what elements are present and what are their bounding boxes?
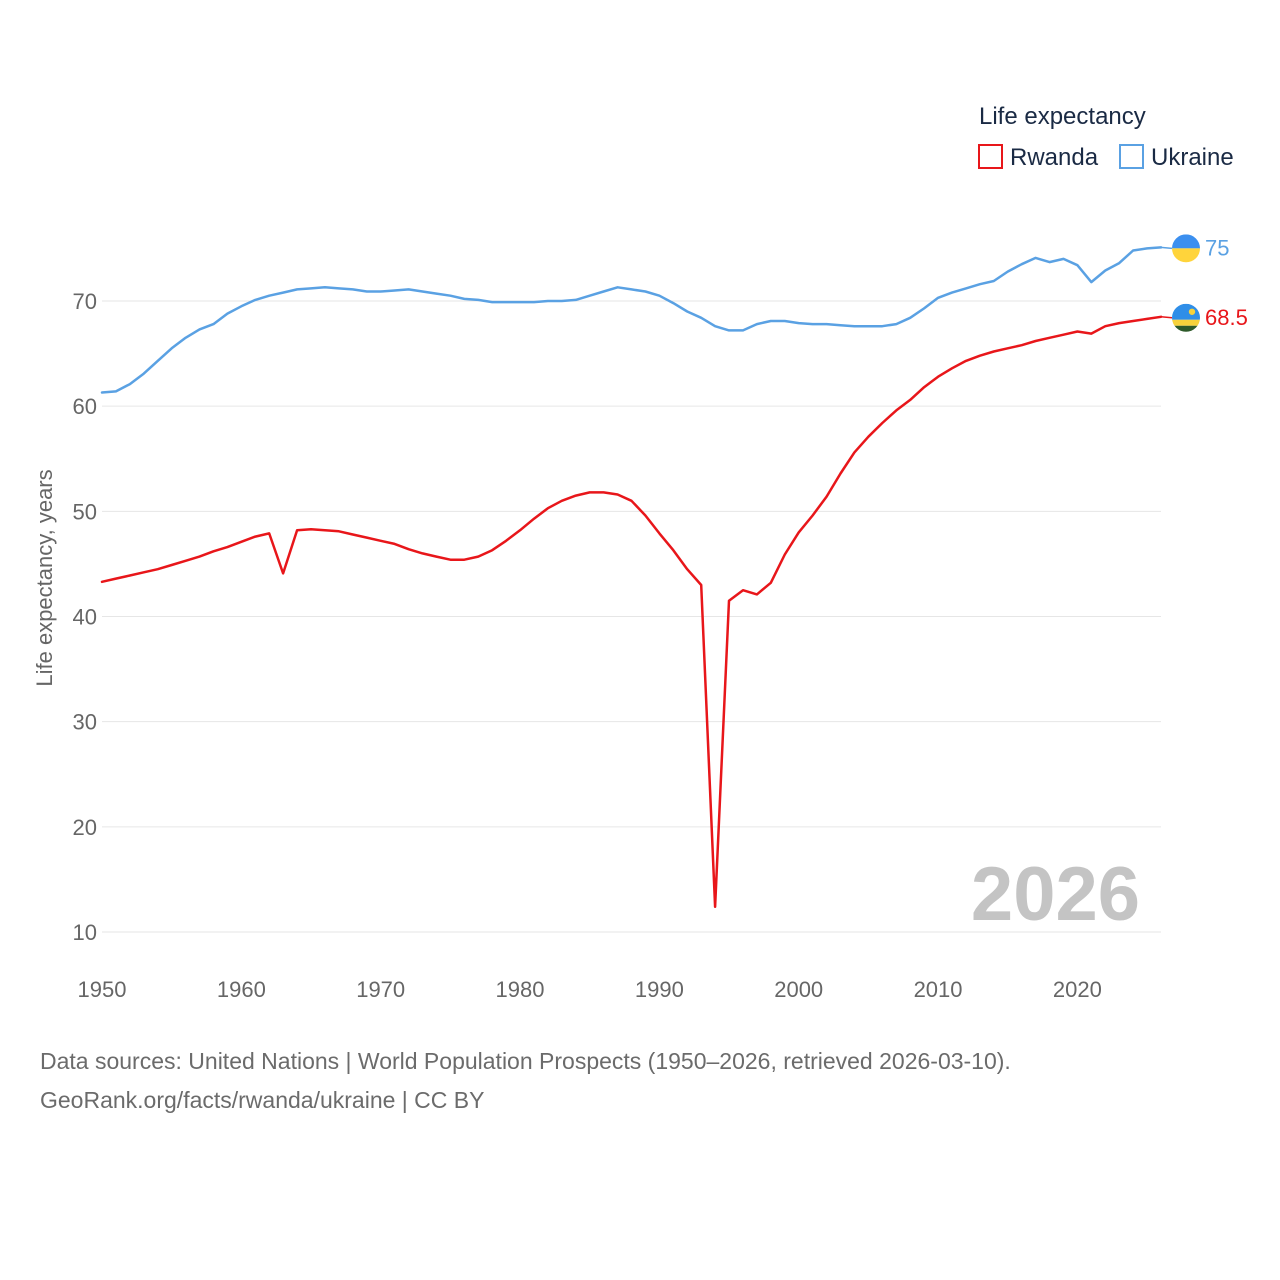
legend-item-ukraine[interactable]: Ukraine <box>1119 144 1234 171</box>
series-line-ukraine <box>100 246 1163 394</box>
source-link[interactable]: GeoRank.org/facts/rwanda/ukraine | CC BY <box>40 1087 485 1113</box>
end-value-label-ukraine: 75 <box>1205 235 1229 260</box>
y-axis-title: Life expectancy, years <box>32 469 57 686</box>
y-tick-label-10: 10 <box>73 920 97 945</box>
legend-label-ukraine: Ukraine <box>1151 144 1234 171</box>
series-lines <box>100 246 1163 909</box>
flag-sun <box>1188 308 1196 315</box>
x-tick-label-1970: 1970 <box>356 977 405 1002</box>
y-tick-label-70: 70 <box>73 289 97 314</box>
y-tick-label-20: 20 <box>73 815 97 840</box>
x-tick-label-1990: 1990 <box>635 977 684 1002</box>
legend-label-rwanda: Rwanda <box>1010 144 1099 171</box>
series-line-rwanda <box>100 315 1163 909</box>
legend-item-rwanda[interactable]: Rwanda <box>978 144 1099 171</box>
ukraine-flag-icon <box>1172 234 1200 263</box>
rwanda-flag-icon <box>1172 303 1200 332</box>
series-end-markers: 68.5 75 <box>1160 234 1248 332</box>
x-tick-label-2000: 2000 <box>774 977 823 1002</box>
x-tick-label-1980: 1980 <box>496 977 545 1002</box>
flag-stripe-yellow <box>1172 319 1200 326</box>
end-connector-rwanda <box>1160 316 1173 319</box>
y-tick-label-60: 60 <box>73 394 97 419</box>
data-source-footer: Data sources: United Nations | World Pop… <box>40 1042 1011 1120</box>
end-value-label-rwanda: 68.5 <box>1205 305 1248 330</box>
flag-stripe-green <box>1172 325 1200 332</box>
x-tick-label-2020: 2020 <box>1053 977 1102 1002</box>
flag-stripe-blue <box>1172 234 1200 249</box>
data-source-text: Data sources: United Nations | World Pop… <box>40 1048 1011 1074</box>
flag-stripe-yellow <box>1172 248 1200 263</box>
y-tick-label-40: 40 <box>73 605 97 630</box>
legend-title: Life expectancy <box>979 103 1146 130</box>
legend-swatch-ukraine <box>1119 144 1144 169</box>
x-tick-label-2010: 2010 <box>914 977 963 1002</box>
x-tick-label-1950: 1950 <box>78 977 127 1002</box>
y-tick-label-30: 30 <box>73 710 97 735</box>
x-tick-label-1960: 1960 <box>217 977 266 1002</box>
gridlines <box>102 300 1161 933</box>
flag-stripe-blue <box>1172 303 1200 320</box>
legend-swatch-rwanda <box>978 144 1003 169</box>
x-axis-ticks: 1950 1960 1970 1980 1990 2000 2010 2020 <box>78 977 1102 1002</box>
legend: Life expectancy Rwanda Ukraine <box>978 103 1234 171</box>
year-watermark: 2026 <box>971 852 1140 937</box>
y-tick-label-50: 50 <box>73 499 97 524</box>
y-axis-ticks: 10 20 30 40 50 60 70 <box>73 289 97 945</box>
end-connector-ukraine <box>1160 246 1173 250</box>
